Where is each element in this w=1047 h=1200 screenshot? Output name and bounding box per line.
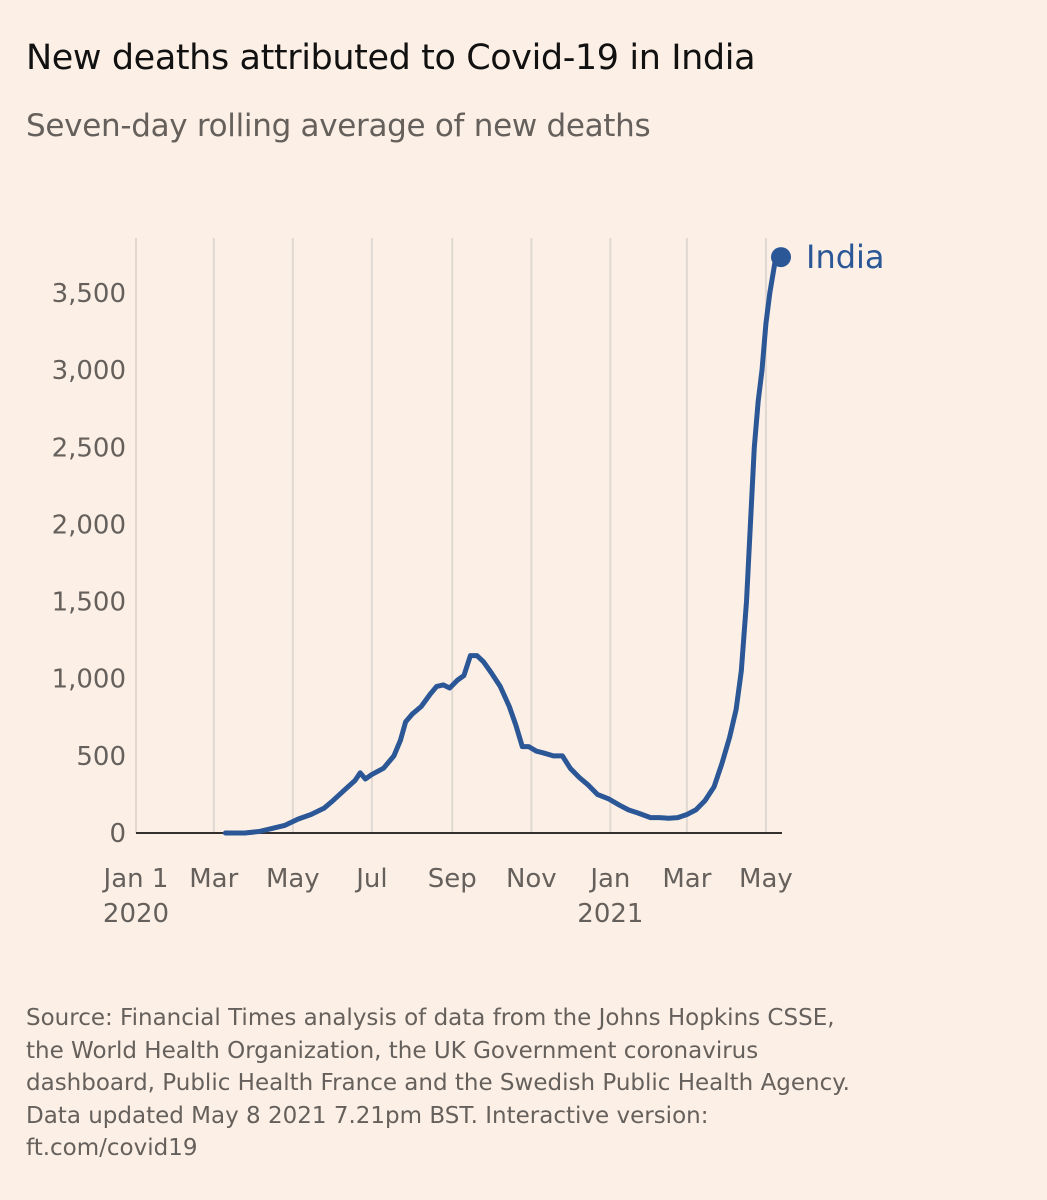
chart-subtitle: Seven-day rolling average of new deaths [26, 108, 651, 144]
y-tick-label: 1,500 [52, 588, 126, 618]
x-tick-label: May [739, 864, 793, 894]
x-axis-labels: Jan 1 2020 Mar May Jul Sep Nov Jan 2021 Mar May [102, 864, 793, 929]
x-tick-label: Mar [662, 864, 711, 894]
grid-lines [135, 238, 782, 834]
source-line: Data updated May 8 2021 7.21pm BST. Inte… [26, 1102, 709, 1129]
x-tick-sublabel: 2021 [577, 899, 643, 929]
source-line: dashboard, Public Health France and the … [26, 1070, 850, 1096]
y-tick-label: 500 [76, 742, 126, 772]
series-line-india [222, 259, 778, 836]
x-tick-label: Jul [354, 864, 387, 894]
source-line: Source: Financial Times analysis of data… [26, 1005, 835, 1031]
series-end-marker [771, 247, 791, 268]
series-layer: India [222, 238, 885, 836]
x-tick-label: Jan [588, 864, 630, 894]
y-tick-label: 0 [109, 819, 126, 849]
y-axis-labels: 0 500 1,000 1,500 2,000 2,500 3,000 3,500 [52, 279, 126, 849]
y-tick-label: 3,500 [52, 279, 126, 309]
source-note: Source: Financial Times analysis of data… [26, 1002, 1026, 1165]
x-tick-label: Nov [506, 864, 557, 894]
x-tick-label: Mar [189, 864, 238, 894]
x-tick-label: Jan 1 [102, 864, 169, 894]
x-tick-label: May [266, 864, 320, 894]
y-tick-label: 3,000 [52, 356, 126, 386]
source-link[interactable]: ft.com/covid19 [26, 1135, 198, 1161]
line-chart: 0 500 1,000 1,500 2,000 2,500 3,000 3,500 Jan 1… [52, 238, 885, 929]
chart-title: New deaths attributed to Covid-19 in Ind… [26, 38, 756, 78]
x-tick-label: Sep [428, 864, 477, 894]
y-tick-label: 2,500 [52, 433, 126, 463]
y-tick-label: 1,000 [52, 665, 126, 695]
y-tick-label: 2,000 [52, 510, 126, 540]
source-line: the World Health Organization, the UK Go… [26, 1037, 759, 1064]
x-tick-sublabel: 2020 [103, 899, 169, 929]
series-label: India [806, 238, 885, 276]
